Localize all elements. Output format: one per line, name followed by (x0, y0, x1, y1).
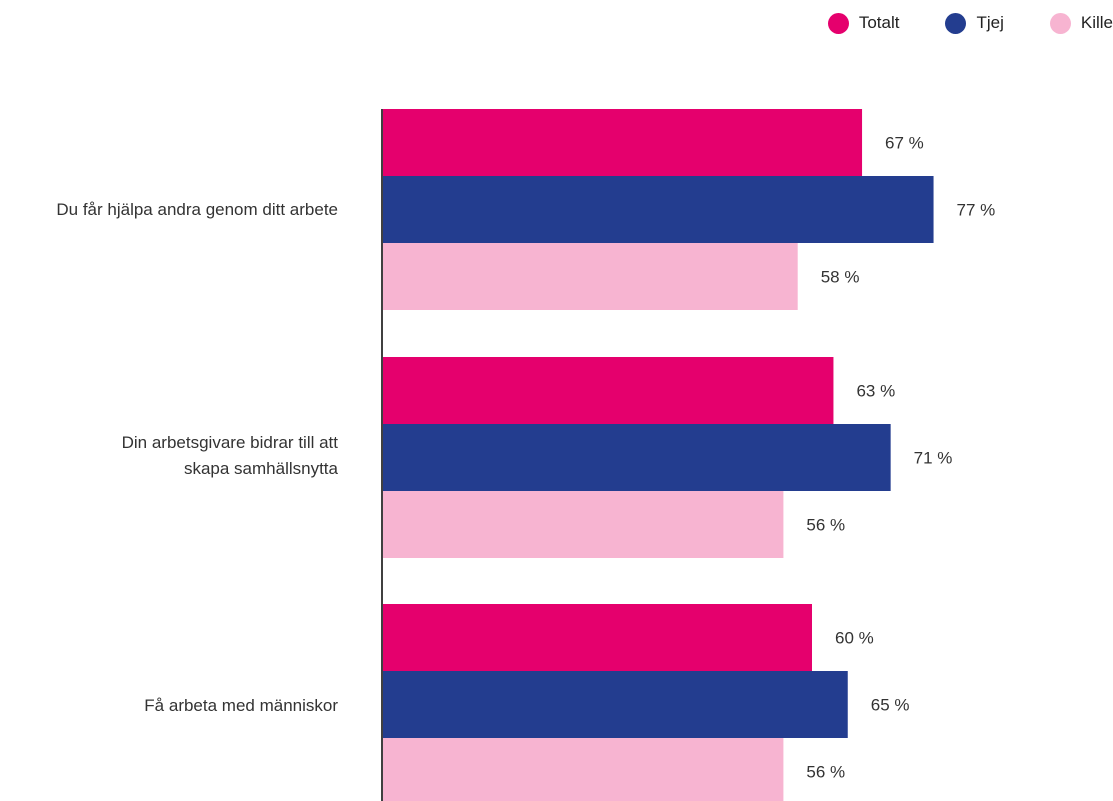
value-labels-group: 67 % 77 % 58 % 63 % 71 % 56 % 60 % 65 % 56 % (806, 134, 995, 782)
legend-label-tjej: Tjej (976, 13, 1004, 32)
category-label-work-with-people: Få arbeta med människor (144, 696, 338, 715)
bars-group (383, 109, 934, 801)
chart-legend: Totalt Tjej Kille (827, 10, 1113, 36)
bar-totalt-1 (383, 109, 863, 176)
legend-label-kille: Kille (1080, 13, 1113, 32)
value-label-totalt-3: 60 % (835, 629, 874, 648)
bar-tjej-1 (383, 176, 934, 243)
bar-totalt-2 (383, 357, 834, 424)
legend-swatch-totalt (827, 12, 849, 34)
legend-item-kille: Kille (1049, 12, 1113, 34)
bar-totalt-3 (383, 604, 812, 671)
category-label-help-others: Du får hjälpa andra genom ditt arbete (56, 200, 338, 219)
value-label-tjej-3: 65 % (871, 696, 910, 715)
value-label-kille-2: 56 % (806, 516, 845, 535)
legend-label-totalt: Totalt (858, 13, 900, 32)
legend-swatch-kille (1049, 12, 1071, 34)
value-label-tjej-1: 77 % (957, 201, 996, 220)
bar-tjej-3 (383, 671, 848, 738)
bar-kille-1 (383, 243, 798, 310)
value-label-kille-1: 58 % (821, 268, 860, 287)
bar-kille-2 (383, 491, 784, 558)
legend-item-tjej: Tjej (945, 12, 1004, 34)
bar-tjej-2 (383, 424, 891, 491)
value-label-totalt-2: 63 % (856, 382, 895, 401)
value-label-kille-3: 56 % (806, 763, 845, 782)
value-label-totalt-1: 67 % (885, 134, 924, 153)
legend-swatch-tjej (945, 12, 967, 34)
value-label-tjej-2: 71 % (914, 449, 953, 468)
category-label-social-benefit: Din arbetsgivare bidrar till att skapa s… (121, 433, 338, 478)
bar-kille-3 (383, 738, 784, 801)
legend-item-totalt: Totalt (827, 12, 900, 34)
